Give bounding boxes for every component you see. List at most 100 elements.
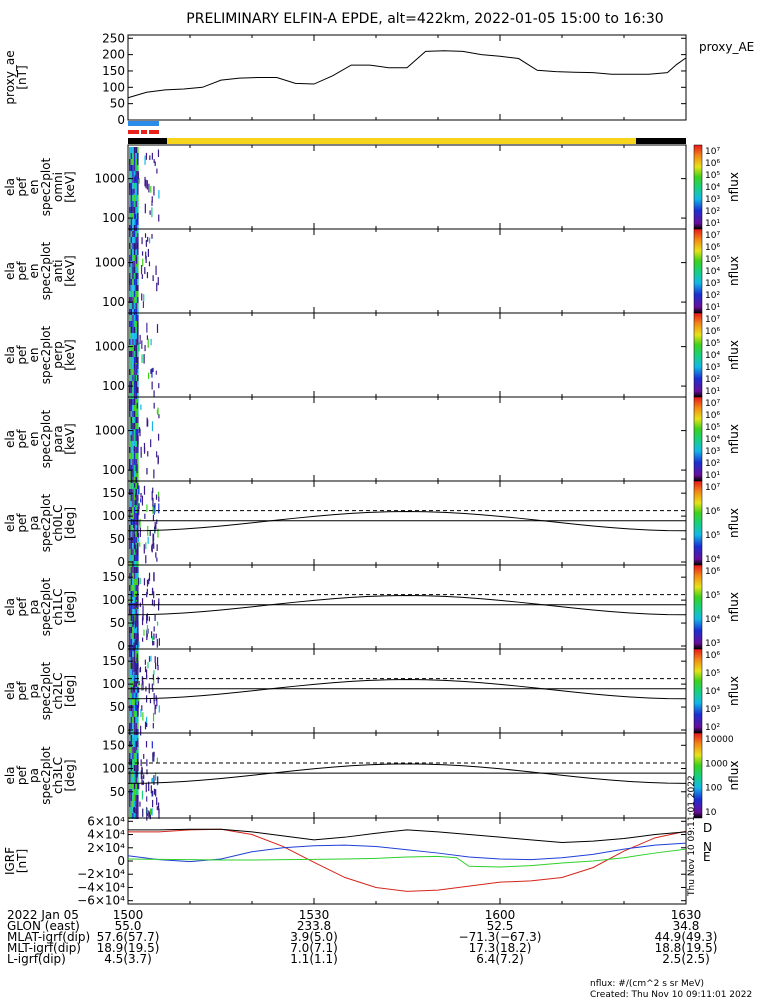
- panel-perp-cell: [132, 387, 134, 393]
- panel-perp-cell: [137, 315, 139, 321]
- panel-perp-cell: [137, 345, 139, 351]
- panel-ch0lc-cell: [136, 504, 138, 513]
- panel-anti-colorbar-tick: 10³: [705, 279, 720, 289]
- panel-ch3lc-cell: [133, 783, 136, 789]
- panel-ch3lc-cell: [135, 753, 137, 759]
- panel-ch2lc-cell: [146, 716, 148, 727]
- panel-ch0lc-cell: [129, 501, 131, 507]
- panel-anti-cell: [135, 257, 138, 264]
- panel-ch3lc-cell: [150, 785, 152, 794]
- panel-anti-cell: [132, 249, 134, 255]
- panel-para-cell: [135, 411, 137, 417]
- panel-ch3lc-cell: [129, 813, 131, 819]
- panel-para-colorbar-tick: 10⁵: [705, 423, 720, 433]
- igrf-series-n: [127, 842, 687, 863]
- panel-ch3lc: 150 100 50 elapefpaspec2plotch3LC[deg] 10000…: [3, 732, 741, 821]
- panel-ch2lc-cell: [132, 729, 134, 735]
- panel-ch0lc-cell: [132, 549, 134, 555]
- panel-anti-colorbar: [693, 228, 703, 314]
- panel-ch0lc: 150 100 50 0 elapefpaspec2plotch0LC[deg] 10⁷ 1…: [3, 480, 741, 569]
- panel-omni-colorbar-tick: 10³: [705, 195, 720, 205]
- panel-para-colorbar-tick: 10³: [705, 447, 720, 457]
- panel-ch1lc-cell: [132, 585, 134, 591]
- panel-anti-cell: [144, 233, 147, 238]
- panel-para-cell: [137, 471, 139, 477]
- panel-omni-colorbar-tick: 10⁷: [705, 147, 720, 157]
- igrf-series-e: [127, 848, 687, 868]
- panel-anti-cell: [133, 255, 136, 261]
- panel-ch2lc-cell: [142, 712, 144, 721]
- panel-ch3lc-cell: [146, 796, 148, 802]
- panel-ch3lc-cell: [143, 754, 145, 759]
- panel-perp-colorbar-tick: 10⁵: [705, 339, 720, 349]
- panel-ch0lc-cell: [138, 485, 140, 495]
- panel-perp-cell: [133, 387, 136, 393]
- panel-ch2lc-cell: [140, 725, 142, 736]
- panel-ch3lc-ytick-label: 50: [110, 785, 125, 799]
- panel-omni-cell: [129, 195, 131, 201]
- panel-anti-cell: [146, 272, 149, 279]
- panel-anti-cell: [130, 261, 133, 267]
- panel-anti-cell: [130, 249, 133, 255]
- panel-anti-cell: [141, 237, 143, 245]
- panel-ch1lc-ytick-label: 0: [117, 639, 125, 653]
- panel-para-cell: [130, 411, 133, 417]
- panel-perp-colorbar: [693, 312, 703, 398]
- panel-ch0lc-colorbar-tick: 10⁵: [705, 531, 720, 541]
- panel-omni-cell: [137, 201, 139, 207]
- panel-ch0lc-cell: [151, 491, 153, 501]
- panel-omni-cell: [130, 213, 133, 219]
- panel-ch2lc-cell: [132, 657, 134, 663]
- panel-para-cell: [136, 402, 138, 409]
- panel-anti-cell: [145, 255, 147, 263]
- panel-perp-cell: [133, 315, 136, 321]
- panel-perp-cell: [146, 335, 149, 340]
- panel-anti-cell: [133, 237, 136, 243]
- panel-ch0lc-cell: [137, 519, 139, 525]
- panel-perp-cell: [137, 393, 139, 399]
- panel-ch1lc-cell: [137, 573, 139, 579]
- panel-omni-cell: [135, 225, 137, 231]
- panel-para-cell: [133, 417, 136, 423]
- panel-ch3lc-cell: [133, 789, 136, 795]
- panel-ch1lc: 150 100 50 0 elapefpaspec2plotch1LC[deg] 10⁶ 1…: [3, 564, 741, 653]
- panel-ch2lc-cell: [130, 669, 133, 675]
- panel-anti-ylabel: elapefenspec2plotanti[keV]: [3, 241, 77, 300]
- igrf-ytick-label: 6×10⁴: [87, 814, 125, 828]
- panel-ch1lc-cell: [132, 591, 134, 597]
- igrf-side-stamp: Thu Nov 10 09:11:01 2022: [687, 775, 697, 897]
- panel-perp-colorbar-tick: 10¹: [705, 387, 720, 397]
- panel-ch1lc-cell: [137, 613, 139, 621]
- panel-omni-cell: [151, 207, 153, 218]
- panel-ch2lc-cell: [155, 662, 157, 670]
- panel-ch0lc-cell: [129, 561, 131, 567]
- panel-ch0lc-cell: [134, 493, 137, 498]
- panel-anti-cell: [137, 255, 139, 261]
- panel-para-cell: [135, 447, 137, 453]
- xaxis-row-label: GLON (east): [7, 919, 80, 933]
- xaxis-tick-value: 34.8: [673, 919, 700, 933]
- panel-perp-cell: [135, 393, 137, 399]
- panel-ch1lc-cell: [135, 609, 137, 615]
- panel-ch1lc-cell: [133, 621, 136, 627]
- panel-omni-cell: [133, 195, 136, 201]
- xaxis-tick-value: 3.9(5.0): [290, 930, 338, 944]
- panel-ch1lc-cell: [153, 600, 155, 607]
- panel-anti-cell: [133, 303, 136, 309]
- panel-anti-cell: [137, 285, 139, 291]
- panel-ch1lc-cell: [158, 598, 160, 605]
- panel-ch2lc-cell: [135, 651, 137, 657]
- panel-anti-cell: [137, 243, 139, 249]
- panel-omni-colorbar-tick: 10¹: [705, 219, 720, 229]
- panel-omni-cell: [130, 195, 133, 201]
- panel-perp-ylabel: elapefenspec2plotperp[keV]: [3, 325, 77, 384]
- panel-para-cell: [138, 426, 141, 433]
- panel-para-cell: [133, 423, 136, 429]
- panel-para-cell: [129, 441, 131, 447]
- panel-anti-cell: [137, 303, 139, 309]
- panel-ch2lc-cell: [149, 699, 152, 704]
- panel-ch0lc-cell: [155, 524, 157, 530]
- panel-para-cell: [135, 453, 137, 459]
- panel-perp-cell: [129, 369, 131, 375]
- panel-anti-cell: [133, 231, 136, 237]
